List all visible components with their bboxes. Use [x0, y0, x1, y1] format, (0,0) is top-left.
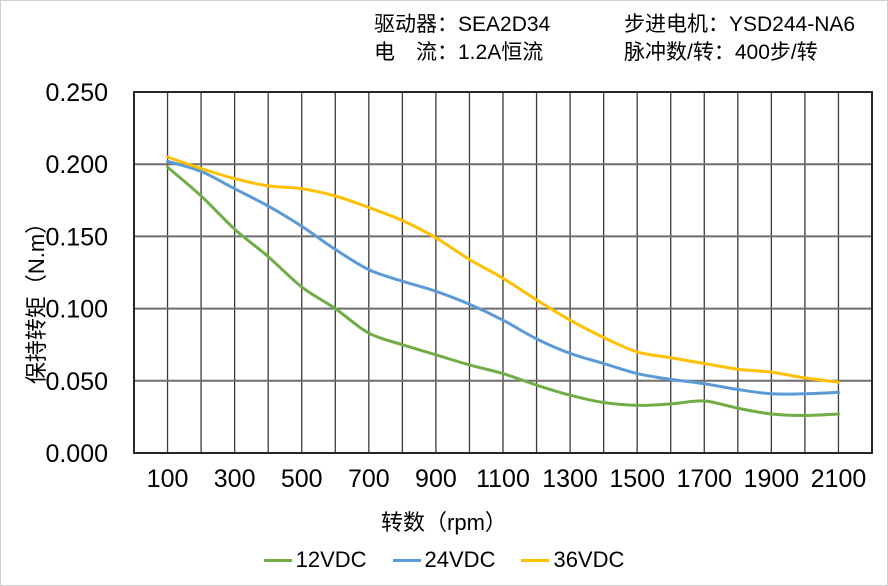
- x-tick-label: 700: [348, 465, 390, 493]
- vertical-gridlines: [133, 92, 873, 453]
- legend-label-12vdc: 12VDC: [295, 547, 367, 572]
- x-tick-label: 1500: [609, 465, 665, 493]
- x-tick-label: 1700: [676, 465, 732, 493]
- y-axis-tick-labels: 0.000 0.050 0.100 0.150 0.200 0.250: [45, 79, 108, 468]
- legend-item-24vdc: 24VDC: [392, 547, 496, 573]
- plot-border: [133, 91, 873, 454]
- y-axis-title: 保持转矩（N.m）: [24, 211, 49, 385]
- legend-swatch-24vdc-icon: [392, 558, 421, 562]
- x-tick-label: 1900: [744, 465, 800, 493]
- x-tick-label: 1300: [542, 465, 598, 493]
- y-tick-label: 0.150: [45, 223, 108, 251]
- x-tick-label: 1100: [476, 465, 530, 493]
- legend: 12VDC 24VDC 36VDC: [1, 545, 887, 575]
- x-tick-label: 900: [415, 465, 457, 493]
- legend-item-12vdc: 12VDC: [263, 547, 367, 573]
- y-tick-label: 0.050: [45, 368, 108, 396]
- x-tick-label: 500: [281, 465, 323, 493]
- x-tick-label: 100: [147, 465, 189, 493]
- legend-item-36vdc: 36VDC: [521, 547, 624, 573]
- y-tick-label: 0.000: [45, 440, 108, 468]
- x-tick-label: 300: [214, 465, 256, 493]
- legend-swatch-12vdc-icon: [263, 558, 292, 562]
- series-curves: [166, 155, 840, 417]
- current-label: 电 流：1.2A恒流: [374, 41, 544, 64]
- y-tick-label: 0.200: [45, 151, 108, 179]
- driver-label: 驱动器：SEA2D34: [374, 13, 551, 36]
- x-tick-label: 2100: [811, 465, 867, 493]
- motor-label: 步进电机：YSD244-NA6: [624, 13, 856, 36]
- y-tick-label: 0.250: [45, 79, 108, 107]
- legend-label-36vdc: 36VDC: [553, 547, 625, 572]
- series-curve-36vdc: [166, 155, 840, 384]
- x-axis-title: 转数（rpm）: [381, 510, 507, 535]
- legend-label-24vdc: 24VDC: [424, 547, 496, 572]
- pulses-label: 脉冲数/转：400步/转: [624, 41, 818, 64]
- plot-border-rect: [133, 91, 873, 454]
- x-axis-tick-labels: 100 300 500 700 900 1100 1300 1500 1700 1900 2100: [147, 465, 867, 493]
- series-curve-12vdc: [166, 165, 840, 417]
- y-tick-label: 0.100: [45, 296, 108, 324]
- legend-swatch-36vdc-icon: [521, 558, 550, 562]
- series-curve-24vdc: [166, 159, 840, 396]
